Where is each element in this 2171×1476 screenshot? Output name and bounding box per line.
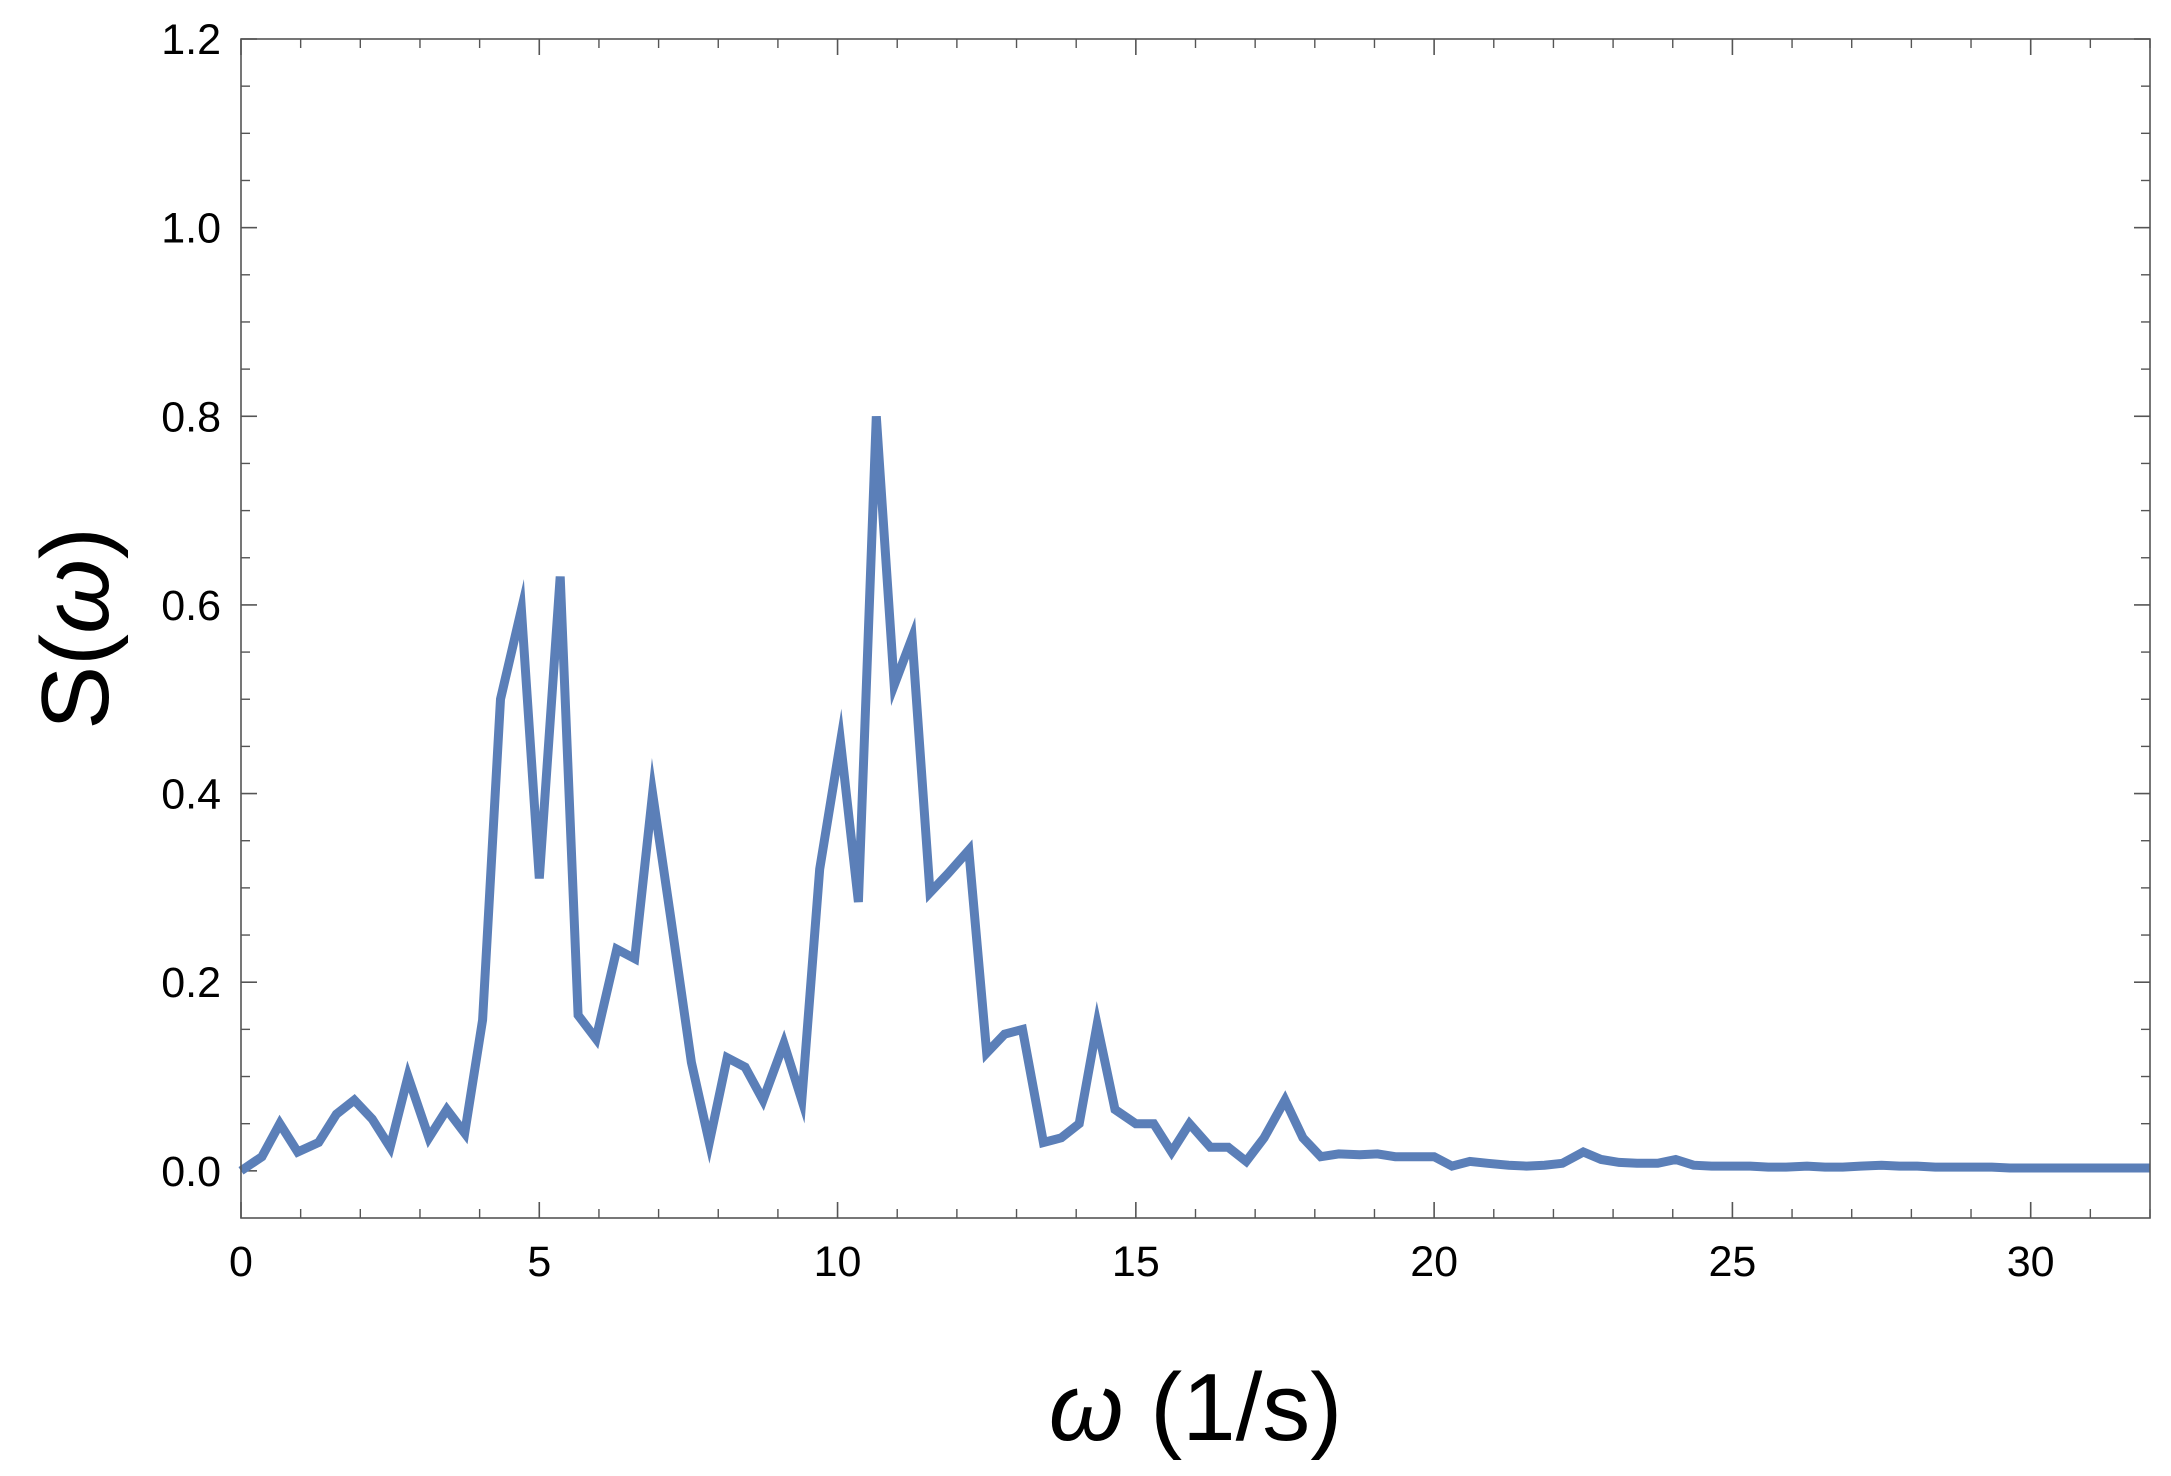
y-axis-title-variable: ω — [22, 559, 129, 634]
x-axis-title: ω (1/s) — [1049, 1354, 1342, 1461]
y-tick-label: 0.2 — [161, 959, 221, 1007]
plot-frame — [240, 38, 2151, 1219]
series-line — [238, 416, 2150, 1175]
y-axis-title: S(ω) — [22, 527, 129, 730]
y-tick-label: 0.8 — [161, 393, 221, 441]
x-tick-labels: 0 5 10 15 20 25 30 — [229, 1238, 2055, 1286]
x-tick-label: 25 — [1708, 1238, 1756, 1286]
x-tick-label: 30 — [2007, 1238, 2055, 1286]
x-tick-label: 20 — [1410, 1238, 1458, 1286]
y-tick-label: 0.0 — [161, 1148, 221, 1196]
y-axis-title-function: S( — [22, 634, 129, 730]
x-tick-label: 15 — [1112, 1238, 1160, 1286]
minor-ticks — [241, 39, 2151, 1218]
y-tick-labels: 0.0 0.2 0.4 0.6 0.8 1.0 1.2 — [161, 16, 221, 1196]
x-axis-title-variable: ω — [1049, 1354, 1124, 1461]
x-tick-label: 0 — [229, 1238, 253, 1286]
y-tick-label: 1.0 — [161, 205, 221, 253]
y-tick-label: 1.2 — [161, 16, 221, 64]
y-tick-label: 0.6 — [161, 582, 221, 630]
y-axis-title-close: ) — [22, 527, 129, 559]
series-layer — [238, 416, 2150, 1175]
x-tick-label: 10 — [814, 1238, 862, 1286]
y-tick-label: 0.4 — [161, 771, 221, 819]
x-tick-label: 5 — [527, 1238, 551, 1286]
x-axis-title-unit: (1/s) — [1124, 1354, 1343, 1461]
